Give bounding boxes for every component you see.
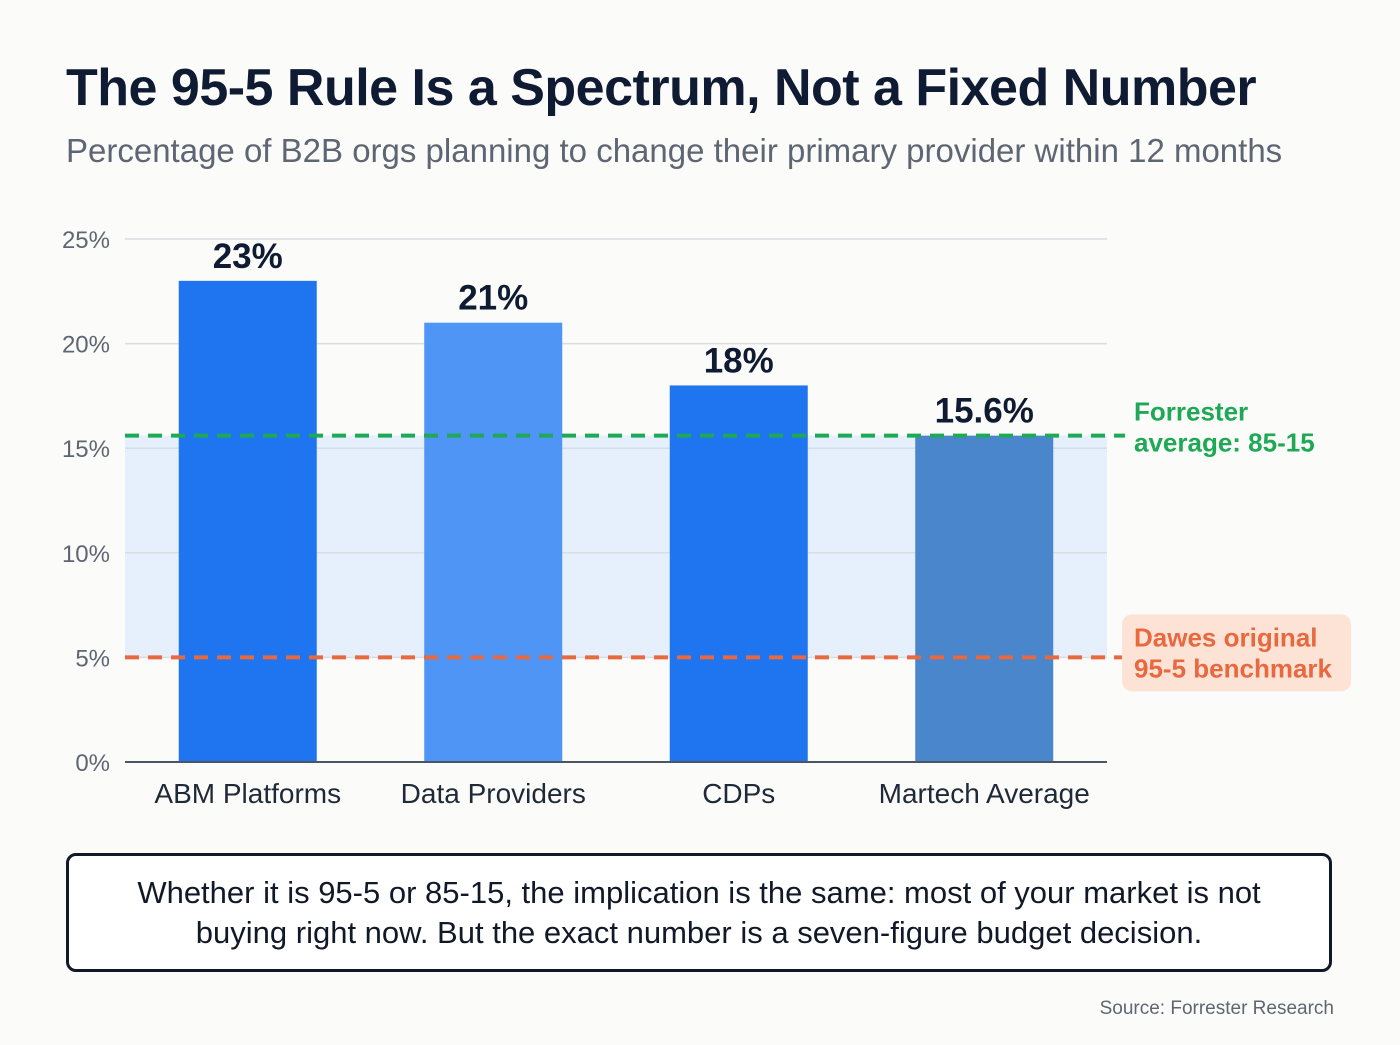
bar-value-label: 23% (213, 237, 283, 276)
y-tick-label: 20% (62, 332, 110, 359)
takeaway-callout: Whether it is 95-5 or 85-15, the implica… (66, 853, 1332, 972)
y-tick-label: 0% (75, 750, 110, 777)
bar (424, 322, 563, 762)
bar (178, 280, 317, 762)
y-tick-label: 15% (62, 436, 110, 463)
reference-line-label: Forrester (1134, 397, 1248, 427)
y-tick-label: 25% (62, 227, 110, 254)
reference-line-label: average: 85-15 (1134, 428, 1315, 458)
bar-chart: 0% 5% 10% 15% 20% 25% 23% ABM Platforms 21% Data … (62, 227, 1351, 809)
reference-line-label: Dawes original (1134, 622, 1318, 652)
bar-value-label: 15.6% (935, 392, 1034, 431)
source-note: Source: Forrester Research (1099, 998, 1334, 1019)
x-tick-label: ABM Platforms (154, 778, 341, 809)
reference-label-background (1122, 614, 1351, 692)
bar (669, 385, 808, 762)
x-tick-label: Martech Average (879, 778, 1090, 809)
bar-value-label: 18% (704, 341, 774, 380)
y-tick-label: 10% (62, 541, 110, 568)
reference-line-label: 95-5 benchmark (1134, 653, 1333, 683)
x-tick-label: CDPs (702, 778, 775, 809)
y-tick-label: 5% (75, 645, 110, 672)
bar-value-label: 21% (458, 279, 528, 318)
chart-subtitle: Percentage of B2B orgs planning to chang… (66, 132, 1283, 169)
bar (915, 435, 1054, 762)
chart-title: The 95-5 Rule Is a Spectrum, Not a Fixed… (66, 59, 1257, 117)
x-tick-label: Data Providers (401, 778, 586, 809)
